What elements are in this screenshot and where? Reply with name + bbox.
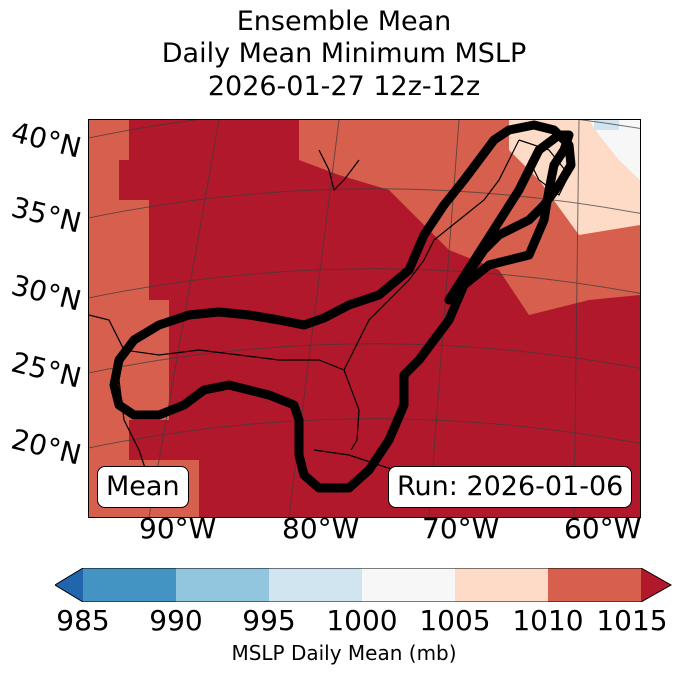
colorbar-bin-1010-1015: [548, 568, 641, 602]
map-panel: [88, 119, 641, 518]
parallel-40n: [89, 120, 640, 139]
colorbar-tick-1005: 1005: [419, 604, 491, 637]
meridian-60w: [573, 120, 580, 517]
run-date-label: Run: 2026-01-06: [388, 466, 633, 508]
colorbar-tick-1015: 1015: [596, 604, 668, 637]
coast-east: [343, 139, 520, 371]
colorbar-outline: [55, 568, 673, 602]
colorbar-bin-985-990: [83, 568, 176, 602]
colorbar-bin-1005-1010: [455, 568, 548, 602]
coast-cuba: [313, 449, 395, 471]
lat-label-20n: 20°N: [8, 422, 85, 472]
lat-label-40n: 40°N: [8, 115, 85, 165]
colorbar-tick-995: 995: [242, 604, 296, 637]
lon-label-70w: 70°W: [422, 512, 500, 545]
title-line-3: 2026-01-27 12z-12z: [207, 71, 481, 102]
colorbar-low-extend: [55, 568, 83, 602]
mean-label: Mean: [97, 466, 189, 508]
lat-label-25n: 25°N: [8, 345, 85, 395]
colorbar-bin-1000-1005: [362, 568, 455, 602]
coast-gulf: [123, 349, 360, 451]
colorbar-label: MSLP Daily Mean (mb): [231, 641, 457, 665]
colorbar-bin-990-995: [176, 568, 269, 602]
colorbar-tick-990: 990: [149, 604, 203, 637]
pressure-field-995: [594, 120, 619, 130]
parallel-30n: [89, 268, 640, 299]
pressure-field-1000: [589, 120, 640, 180]
probability-contour: [109, 120, 576, 493]
map-svg: [89, 120, 640, 517]
lat-label-30n: 30°N: [8, 268, 85, 318]
lon-label-80w: 80°W: [282, 512, 360, 545]
lon-label-90w: 90°W: [139, 512, 217, 545]
colorbar-tick-985: 985: [56, 604, 110, 637]
title-line-1: Ensemble Mean: [236, 6, 452, 37]
colorbar-tick-1010: 1010: [512, 604, 584, 637]
lat-label-35n: 35°N: [8, 190, 85, 240]
colorbar-high-extend: [641, 568, 671, 602]
coast-great-lakes: [318, 149, 360, 192]
colorbar-tick-1000: 1000: [326, 604, 398, 637]
parallel-35n: [89, 188, 640, 219]
colorbar-bin-995-1000: [269, 568, 362, 602]
parallel-20n: [89, 418, 640, 449]
lon-label-60w: 60°W: [564, 512, 642, 545]
title-line-2: Daily Mean Minimum MSLP: [161, 38, 527, 69]
colorbar: [55, 568, 673, 602]
parallel-25n: [89, 343, 640, 374]
